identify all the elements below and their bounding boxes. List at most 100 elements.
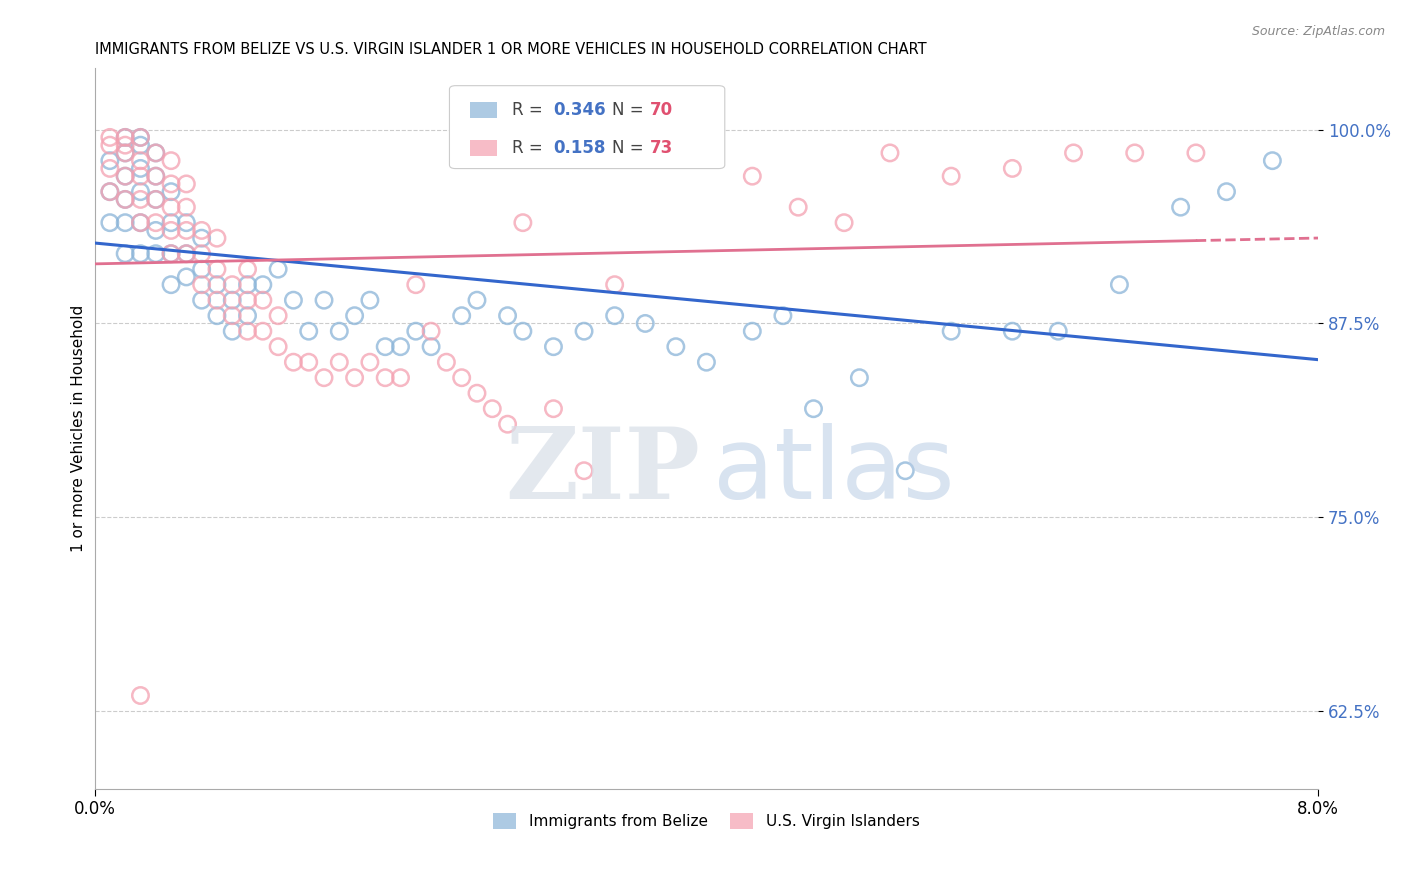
Point	[114, 193, 136, 207]
Point	[114, 130, 136, 145]
Point	[98, 130, 121, 145]
Point	[205, 309, 228, 323]
Text: 73: 73	[650, 139, 673, 157]
Point	[160, 277, 183, 292]
Point	[803, 401, 825, 416]
Point	[129, 138, 152, 153]
Point	[176, 223, 198, 237]
Point	[176, 216, 198, 230]
Point	[160, 177, 183, 191]
Point	[176, 177, 198, 191]
Point	[114, 130, 136, 145]
Point	[405, 324, 427, 338]
Point	[603, 309, 626, 323]
Point	[176, 246, 198, 260]
Point	[114, 216, 136, 230]
Point	[283, 355, 305, 369]
Point	[145, 223, 167, 237]
Point	[129, 216, 152, 230]
Point	[434, 355, 457, 369]
Point	[98, 138, 121, 153]
Point	[145, 169, 167, 183]
Point	[695, 138, 717, 153]
Legend: Immigrants from Belize, U.S. Virgin Islanders: Immigrants from Belize, U.S. Virgin Isla…	[488, 806, 925, 835]
Point	[160, 185, 183, 199]
Point	[267, 309, 290, 323]
Point	[879, 145, 901, 160]
Point	[741, 169, 763, 183]
Point	[389, 340, 412, 354]
Point	[205, 262, 228, 277]
Point	[252, 277, 274, 292]
Point	[1185, 145, 1208, 160]
Point	[190, 262, 212, 277]
Text: N =: N =	[612, 139, 650, 157]
Point	[145, 145, 167, 160]
Point	[252, 293, 274, 308]
Point	[114, 169, 136, 183]
Point	[343, 370, 366, 384]
Point	[1001, 324, 1024, 338]
Point	[236, 324, 259, 338]
Point	[145, 246, 167, 260]
Point	[205, 231, 228, 245]
Text: atlas: atlas	[713, 423, 955, 520]
Point	[894, 464, 917, 478]
Point	[114, 246, 136, 260]
Point	[328, 324, 350, 338]
Point	[129, 216, 152, 230]
Point	[190, 293, 212, 308]
Point	[1215, 185, 1237, 199]
Point	[1063, 145, 1085, 160]
Point	[190, 277, 212, 292]
Point	[298, 324, 321, 338]
Point	[298, 355, 321, 369]
Point	[205, 277, 228, 292]
Point	[267, 262, 290, 277]
Point	[1108, 277, 1130, 292]
Point	[450, 309, 472, 323]
FancyBboxPatch shape	[450, 86, 724, 169]
Point	[221, 324, 243, 338]
Point	[176, 246, 198, 260]
Point	[145, 169, 167, 183]
Text: N =: N =	[612, 101, 650, 119]
Point	[176, 269, 198, 284]
Point	[772, 309, 794, 323]
Point	[374, 370, 396, 384]
Point	[312, 370, 335, 384]
Point	[512, 324, 534, 338]
Point	[543, 340, 565, 354]
Point	[129, 169, 152, 183]
Point	[160, 153, 183, 168]
Point	[1261, 153, 1284, 168]
Point	[98, 185, 121, 199]
Y-axis label: 1 or more Vehicles in Household: 1 or more Vehicles in Household	[72, 304, 86, 552]
Point	[634, 317, 657, 331]
Point	[267, 340, 290, 354]
Point	[129, 161, 152, 176]
Text: 70: 70	[650, 101, 673, 119]
Text: IMMIGRANTS FROM BELIZE VS U.S. VIRGIN ISLANDER 1 OR MORE VEHICLES IN HOUSEHOLD C: IMMIGRANTS FROM BELIZE VS U.S. VIRGIN IS…	[94, 42, 927, 57]
Point	[650, 138, 672, 153]
Point	[114, 193, 136, 207]
Point	[405, 277, 427, 292]
Point	[695, 355, 717, 369]
Point	[221, 293, 243, 308]
Point	[236, 293, 259, 308]
Point	[283, 293, 305, 308]
Point	[145, 216, 167, 230]
Point	[665, 340, 688, 354]
Point	[496, 417, 519, 432]
Point	[543, 401, 565, 416]
Point	[145, 193, 167, 207]
FancyBboxPatch shape	[470, 102, 498, 118]
Point	[205, 293, 228, 308]
Point	[129, 130, 152, 145]
Point	[465, 386, 488, 401]
Point	[160, 216, 183, 230]
Point	[114, 169, 136, 183]
Point	[603, 277, 626, 292]
Point	[160, 246, 183, 260]
Point	[129, 153, 152, 168]
